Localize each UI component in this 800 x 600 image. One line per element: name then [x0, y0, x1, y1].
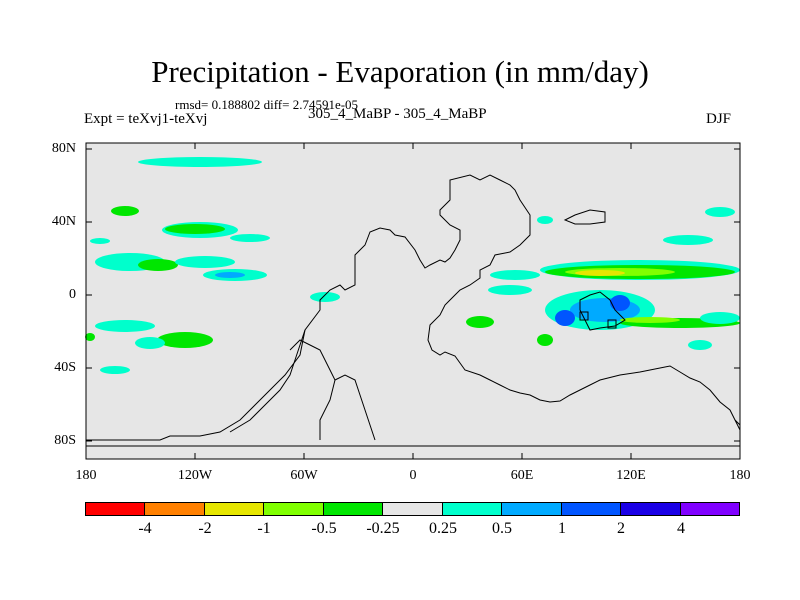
fill-patch	[138, 259, 178, 271]
x-tick-label: 0	[409, 468, 417, 483]
coastline-path	[289, 339, 336, 440]
stats-line: rmsd= 0.188802 diff= 2.74591e-05	[175, 97, 359, 112]
fill-patch	[157, 332, 213, 348]
contour-fills	[85, 157, 740, 374]
colorbar-swatch	[620, 502, 681, 516]
colorbar-label: 4	[677, 520, 685, 537]
coastlines	[86, 174, 741, 447]
fill-patch	[310, 292, 340, 302]
colorbar-swatch	[501, 502, 562, 516]
colorbar-label: 0.5	[492, 520, 512, 537]
colorbar-swatch	[85, 502, 146, 516]
colorbar-label: -4	[138, 520, 152, 537]
colorbar-swatch	[322, 502, 384, 516]
fill-patch	[537, 334, 553, 346]
coastline-path	[334, 374, 376, 441]
fill-patch	[138, 157, 262, 167]
fill-patch	[111, 206, 139, 216]
fill-patch	[165, 224, 225, 234]
fill-patch	[215, 272, 245, 278]
colorbar-swatch	[441, 502, 503, 516]
y-tick-label: 80S	[54, 433, 76, 448]
x-tick-label: 120E	[616, 468, 646, 483]
y-tick-label: 0	[69, 287, 76, 302]
x-tick-label: 120W	[177, 468, 213, 483]
colorbar-swatch	[382, 502, 443, 516]
experiment-label: Expt = teXvj1-teXvj	[84, 111, 208, 127]
colorbar-swatch	[263, 502, 324, 516]
plot-title: Precipitation - Evaporation (in mm/day)	[151, 54, 649, 89]
tick-marks	[86, 143, 740, 459]
case-label: 305_4_MaBP - 305_4_MaBP	[308, 106, 487, 122]
colorbar-label: -0.5	[311, 520, 337, 537]
x-tick-label: 60E	[510, 468, 534, 483]
colorbar-label: -1	[257, 520, 271, 537]
coastline-path	[229, 329, 306, 433]
colorbar-label: 0.25	[429, 520, 457, 537]
fill-patch	[488, 285, 532, 295]
y-tick-label: 40N	[51, 214, 76, 229]
fill-patch	[663, 235, 713, 245]
colorbar	[85, 502, 740, 516]
colorbar-swatch	[144, 502, 205, 516]
x-tick-label: 180	[729, 468, 751, 483]
colorbar-swatch	[203, 502, 265, 516]
fill-patch	[135, 337, 165, 349]
fill-patch	[90, 238, 110, 244]
colorbar-swatch	[560, 502, 622, 516]
fill-patch	[555, 310, 575, 326]
y-tick-label: 80N	[51, 141, 76, 156]
colorbar-label: 2	[617, 520, 625, 537]
fill-patch	[705, 207, 735, 217]
fill-patch	[466, 316, 494, 328]
fill-patch	[95, 320, 155, 332]
fill-patch	[620, 317, 680, 323]
fill-patch	[85, 333, 95, 341]
coastline-path	[86, 174, 741, 441]
colorbar-label: -2	[198, 520, 212, 537]
coastline-path	[579, 291, 626, 331]
coastline-path	[607, 319, 617, 329]
fill-patch	[610, 295, 630, 311]
fill-patch	[175, 256, 235, 268]
coastline-path	[563, 209, 606, 225]
fill-patch	[490, 270, 540, 280]
colorbar-label: 1	[558, 520, 566, 537]
y-tick-label: 40S	[54, 360, 76, 375]
season-label: DJF	[706, 111, 732, 127]
fill-patch	[575, 270, 625, 276]
x-tick-label: 180	[75, 468, 97, 483]
fill-patch	[100, 366, 130, 374]
fill-patch	[700, 312, 740, 324]
colorbar-label: -0.25	[366, 520, 400, 537]
fill-patch	[688, 340, 712, 350]
coastline-path	[579, 311, 589, 321]
fill-patch	[230, 234, 270, 242]
x-tick-label: 60W	[290, 468, 318, 483]
colorbar-swatch	[679, 502, 740, 516]
fill-patch	[537, 216, 553, 224]
